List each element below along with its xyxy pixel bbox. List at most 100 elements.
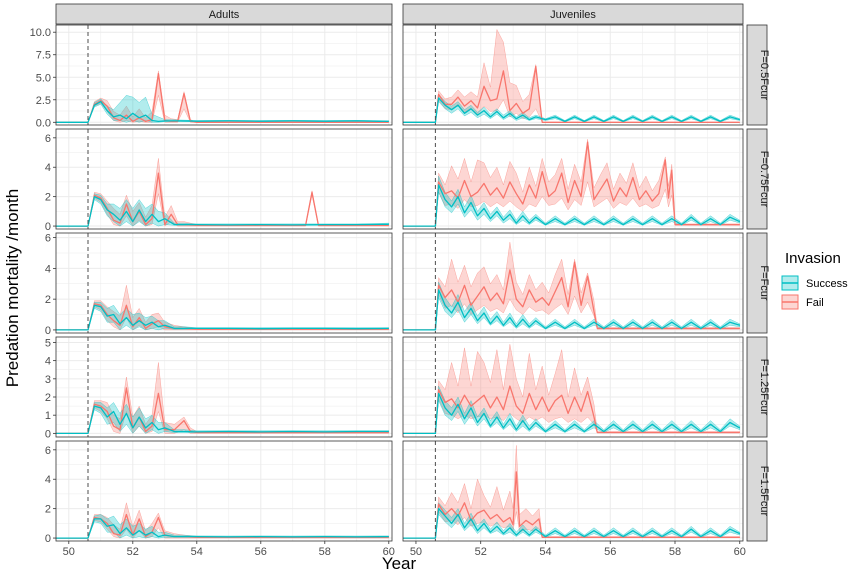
x-tick-label: 54 (539, 546, 551, 558)
x-tick-label: 54 (191, 546, 203, 558)
panel-plot (56, 25, 390, 125)
y-tick-label: 5.0 (36, 72, 51, 84)
y-tick-label: 2 (45, 504, 51, 516)
fail-ribbon (403, 28, 740, 123)
x-tick-label: 60 (383, 546, 395, 558)
x-axis-title: Year (382, 554, 417, 573)
success-line (403, 392, 741, 435)
success-line (56, 195, 389, 227)
strips-layer: Adults Juveniles F=0.5Fcur F=0.75Fcur F=Fcur… (55, 3, 770, 542)
panel-r4-c1 (402, 440, 744, 542)
success-line (403, 289, 740, 331)
panel-border (55, 440, 393, 542)
panel-background (403, 233, 743, 333)
y-tick-label: 7.5 (36, 50, 51, 62)
panel-background (56, 129, 392, 229)
legend-label-fail: Fail (806, 297, 824, 309)
success-line (56, 100, 389, 123)
y-tick-label: 0 (45, 428, 51, 440)
row-strip-1: F=0.75Fcur (746, 128, 770, 230)
y-tick-label: 4 (45, 474, 51, 486)
panel-plot (56, 441, 390, 541)
row-strip-bg (746, 440, 768, 542)
panel-border (55, 24, 393, 126)
y-tick-label: 0 (45, 221, 51, 233)
panel-r4-c0 (55, 440, 393, 542)
row-strip-bg (746, 128, 768, 230)
row-strip-label: F=0.5Fcur (758, 50, 770, 101)
y-tick-label: 6 (45, 133, 51, 145)
panel-border (402, 440, 744, 542)
panel-plot (56, 233, 390, 333)
panel-grid (403, 337, 743, 437)
x-tick-label: 58 (319, 546, 331, 558)
panel-grid (403, 441, 743, 541)
row-strip-bg (746, 232, 768, 334)
y-tick-label: 4 (45, 263, 51, 275)
x-tick-label: 58 (669, 546, 681, 558)
panel-r1-c0 (55, 128, 393, 230)
panel-background (56, 337, 392, 437)
panel-plot (403, 129, 741, 229)
success-line (56, 304, 389, 331)
y-tick-label: 0.0 (36, 117, 51, 129)
panel-border (402, 232, 744, 334)
y-tick-label: 3 (45, 374, 51, 386)
x-tick-label: 50 (63, 546, 75, 558)
panel-plot (403, 25, 741, 125)
row-strip-label: F=1.5Fcur (758, 466, 770, 517)
row-strip-bg (746, 24, 768, 126)
panel-background (403, 129, 743, 229)
panel-grid (56, 25, 392, 125)
panel-r1-c1 (402, 128, 744, 230)
y-tick-label: 2 (45, 294, 51, 306)
y-tick-label: 6 (45, 233, 51, 245)
y-tick-label: 5 (45, 337, 51, 349)
fail-line (56, 72, 389, 123)
row-strip-2: F=Fcur (746, 232, 770, 334)
panel-r2-c1 (402, 232, 744, 334)
legend-title: Invasion (785, 250, 841, 267)
row-strip-4: F=1.5Fcur (746, 440, 770, 542)
column-strip-0: Adults (55, 3, 393, 25)
panel-r0-c0 (55, 24, 393, 126)
panel-border (55, 232, 393, 334)
y-tick-label: 2 (45, 192, 51, 204)
panel-border (402, 128, 744, 230)
panel-border (55, 128, 393, 230)
y-tick-label: 2.5 (36, 95, 51, 107)
panel-plot (56, 129, 390, 229)
column-strip-bg (55, 3, 393, 25)
fail-line (403, 385, 740, 435)
success-line (403, 507, 741, 539)
row-strip-label: F=1.25Fcur (758, 359, 770, 416)
legend-key-success: Success (781, 275, 848, 291)
panel-r3-c0 (55, 336, 393, 438)
column-strip-label: Adults (209, 9, 240, 21)
panel-grid (403, 25, 743, 125)
y-tick-label: 1 (45, 410, 51, 422)
success-ribbon (403, 502, 741, 539)
success-line (403, 184, 741, 227)
y-axis-title: Predation mortality /month (3, 189, 22, 387)
panel-r3-c1 (402, 336, 744, 438)
y-tick-label: 0 (45, 325, 51, 337)
panel-background (56, 441, 392, 541)
legend-label-success: Success (806, 278, 848, 290)
panel-background (403, 441, 743, 541)
success-line (56, 518, 389, 539)
panel-plot (403, 337, 741, 437)
row-strip-label: F=Fcur (758, 265, 770, 300)
fail-ribbon (56, 70, 389, 123)
x-tick-label: 50 (410, 546, 422, 558)
fail-line (403, 261, 740, 331)
panel-background (403, 25, 743, 125)
y-tick-label: 0 (45, 533, 51, 545)
panel-plot (56, 337, 390, 437)
y-tick-label: 4 (45, 356, 51, 368)
success-line (403, 97, 740, 123)
panel-grid (403, 129, 743, 229)
success-line (56, 405, 389, 435)
